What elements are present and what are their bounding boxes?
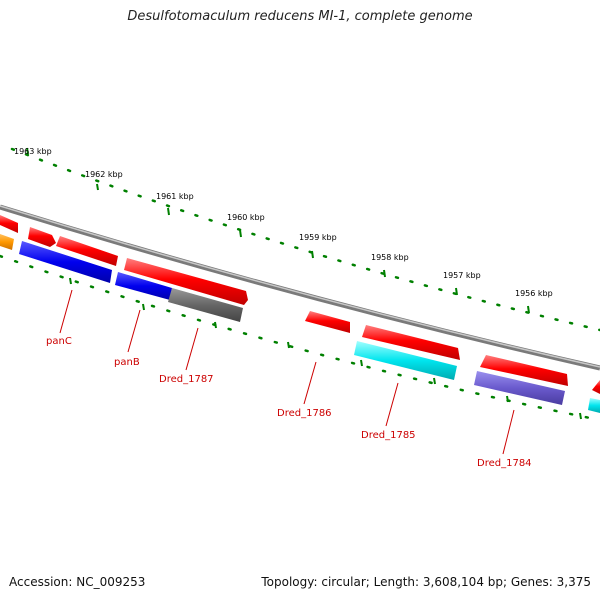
leader-line (385, 382, 399, 427)
genome-backbone (0, 204, 600, 371)
gene-block (115, 272, 172, 300)
inner-tick (214, 321, 217, 329)
accession-text: Accession: NC_009253 (9, 575, 146, 589)
tick-label: 1962 kbp (85, 170, 123, 179)
label-leaders (59, 289, 515, 455)
tick-1957 (455, 287, 458, 296)
tick-label: 1960 kbp (227, 213, 265, 222)
gene-labels: panC panB Dred_1787 Dred_1786 Dred_1785 … (46, 336, 532, 469)
tick-label: 1956 kbp (515, 289, 553, 298)
inner-tick (142, 303, 145, 311)
gene-label-panB: panB (114, 357, 140, 368)
outer-ticks (26, 147, 530, 314)
gene-block (474, 371, 565, 405)
tick-1961 (167, 207, 170, 216)
gene-label-panC: panC (46, 336, 72, 347)
leader-line (185, 327, 199, 371)
tick-1959 (311, 250, 314, 259)
gene-block (588, 398, 600, 413)
inner-ticks (69, 277, 582, 420)
tick-labels: 1963 kbp 1962 kbp 1961 kbp 1960 kbp 1959… (14, 147, 553, 298)
tick-1960 (239, 229, 242, 238)
leader-line (59, 289, 73, 334)
tick-label: 1958 kbp (371, 253, 409, 262)
orange-feature (0, 234, 14, 250)
tick-1962 (96, 183, 99, 191)
gene-label-dred1787: Dred_1787 (159, 374, 214, 385)
gene-label-dred1784: Dred_1784 (477, 458, 532, 469)
inner-tick (579, 412, 582, 420)
inner-tick-ring (0, 254, 600, 422)
leader-line (502, 409, 515, 455)
leader-line (127, 309, 141, 353)
inner-tick (69, 277, 72, 285)
gene-arrow (56, 236, 118, 266)
genome-summary-text: Topology: circular; Length: 3,608,104 bp… (261, 575, 591, 589)
gene-arrow (0, 215, 18, 233)
gene-label-dred1785: Dred_1785 (361, 430, 416, 441)
reverse-genes (0, 234, 600, 413)
gene-arrow (480, 355, 568, 386)
gene-block (354, 341, 457, 380)
tick-label: 1957 kbp (443, 271, 481, 280)
gene-arrow (124, 258, 248, 305)
forward-genes (0, 215, 600, 394)
inner-tick (506, 395, 509, 403)
tick-1956 (527, 305, 530, 314)
tick-label: 1963 kbp (14, 147, 52, 156)
leader-line (303, 361, 317, 405)
tick-1963 (26, 147, 29, 155)
gene-arrow (362, 325, 460, 360)
map-title: Desulfotomaculum reducens MI-1, complete… (127, 9, 473, 24)
inner-tick (360, 359, 363, 367)
gene-arrow (592, 380, 600, 394)
gene-block (19, 241, 112, 283)
tick-label: 1961 kbp (156, 192, 194, 201)
genome-backbone-highlight (0, 205, 600, 368)
tick-label: 1959 kbp (299, 233, 337, 242)
gene-block (168, 288, 243, 322)
gene-label-dred1786: Dred_1786 (277, 408, 332, 419)
inner-tick (433, 377, 436, 385)
gene-arrow (28, 227, 56, 247)
gene-arrow (305, 311, 350, 333)
inner-tick (287, 341, 290, 349)
tick-1958 (383, 269, 386, 278)
